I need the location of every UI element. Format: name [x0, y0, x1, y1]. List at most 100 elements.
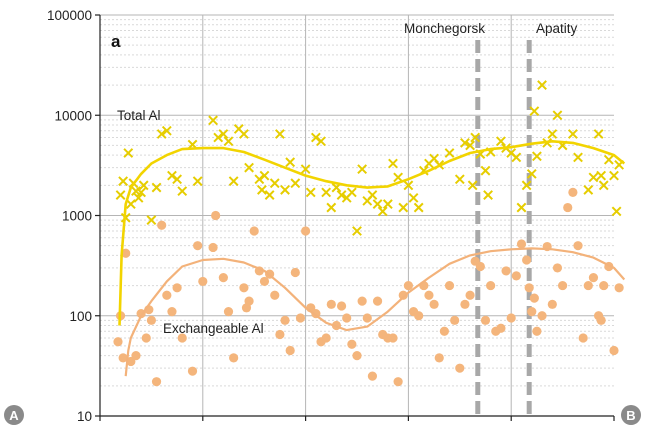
- total-al-point-stroke: [596, 170, 607, 181]
- total-al-point-stroke: [257, 185, 267, 195]
- total-al-point: [465, 140, 475, 151]
- exchangeable-al-point: [578, 333, 588, 343]
- y-tick-label: 10: [77, 409, 92, 424]
- exchangeable-al-point: [208, 242, 218, 253]
- exchangeable-al-point: [151, 377, 162, 387]
- exchangeable-al-point: [424, 290, 434, 300]
- total-al-point: [444, 148, 455, 158]
- total-al-point: [573, 152, 583, 163]
- exchangeable-al-point: [146, 315, 156, 325]
- total-al-point-stroke: [223, 136, 234, 147]
- total-al-point: [357, 164, 368, 175]
- exchangeable-al-point: [599, 280, 609, 291]
- exchangeable-al-point: [506, 313, 516, 323]
- total-al-point-stroke: [177, 186, 188, 197]
- exchangeable-al-point: [465, 290, 475, 300]
- exchangeable-al-point: [357, 296, 367, 306]
- total-al-point: [460, 137, 470, 148]
- total-al-point-stroke: [408, 192, 419, 203]
- total-al-point-stroke: [352, 226, 362, 236]
- total-al-point-stroke: [310, 132, 321, 143]
- total-al-point-stroke: [192, 176, 203, 187]
- panel-label: a: [111, 32, 121, 51]
- total-al-point-stroke: [254, 174, 265, 185]
- exchangeable-al-point: [455, 363, 465, 373]
- total-al-point-stroke: [516, 202, 527, 213]
- exchangeable-al-point: [275, 329, 285, 340]
- total-al-point-stroke: [611, 206, 622, 217]
- exchangeable-al-point: [336, 301, 347, 311]
- total-al-point-stroke: [547, 129, 558, 139]
- total-al-point: [388, 158, 398, 169]
- exchangeable-al-point: [280, 315, 290, 325]
- exchangeable-al-point: [198, 276, 208, 287]
- total-al-point-stroke: [125, 199, 136, 209]
- total-al-point: [208, 115, 218, 126]
- exchangeable-al-point: [439, 326, 449, 336]
- total-al-point-stroke: [609, 170, 619, 181]
- total-al-point: [346, 187, 357, 198]
- total-al-point-stroke: [133, 192, 144, 203]
- total-al-point: [213, 132, 224, 143]
- exchangeable-al-point: [352, 351, 362, 361]
- total-al-points: [115, 80, 625, 236]
- total-al-point: [496, 136, 506, 147]
- total-al-point-stroke: [136, 187, 147, 198]
- exchangeable-al-point: [527, 307, 537, 317]
- exchangeable-al-point: [596, 315, 606, 325]
- total-al-point-stroke: [483, 190, 493, 200]
- total-al-point-stroke: [233, 124, 244, 134]
- total-al-point: [537, 80, 547, 90]
- exchangeable-al-point: [113, 337, 123, 347]
- total-al-point: [393, 172, 404, 183]
- total-al-point: [336, 190, 347, 200]
- exchangeable-al-point: [121, 248, 131, 258]
- exchangeable-al-point: [516, 239, 527, 249]
- total-al-point: [151, 182, 162, 193]
- apatity-label: Apatity: [536, 21, 578, 36]
- total-al-point-stroke: [264, 190, 275, 200]
- total-al-point-stroke: [244, 162, 254, 173]
- total-al-point: [259, 170, 270, 181]
- total-al-point-stroke: [460, 137, 470, 148]
- total-al-point-stroke: [156, 129, 167, 139]
- total-al-point: [609, 170, 619, 181]
- total-al-point: [264, 190, 275, 200]
- total-al-point: [146, 215, 157, 225]
- total-al-point-stroke: [465, 140, 475, 151]
- total-al-point-stroke: [467, 180, 478, 191]
- exchangeable-al-point: [414, 311, 424, 321]
- monchegorsk-label: Monchegorsk: [404, 21, 485, 36]
- exchangeable-al-point: [157, 220, 167, 230]
- total-al-trend-line: [118, 140, 626, 326]
- total-al-point: [123, 148, 134, 158]
- exchangeable-al-point: [588, 273, 599, 283]
- total-al-point: [367, 190, 378, 200]
- total-al-point: [254, 174, 265, 185]
- total-al-point: [316, 136, 326, 147]
- total-al-point: [398, 202, 409, 213]
- total-al-point: [454, 174, 465, 185]
- exchangeable-al-point: [141, 333, 151, 343]
- exchangeable-al-point: [529, 293, 539, 303]
- total-al-point-stroke: [239, 129, 249, 139]
- total-al-point: [521, 180, 532, 191]
- total-al-point-stroke: [161, 125, 172, 136]
- exchangeable-al-point: [429, 299, 439, 309]
- exchangeable-al-point: [532, 326, 542, 336]
- exchangeable-al-point: [524, 283, 534, 293]
- total-al-point: [192, 176, 203, 187]
- total-al-point-stroke: [393, 172, 404, 183]
- total-al-point: [588, 172, 599, 183]
- total-al-point: [274, 129, 285, 139]
- total-al-point: [603, 154, 614, 165]
- exchangeable-al-point: [249, 226, 259, 236]
- exchangeable-al-point: [118, 353, 128, 363]
- exchangeable-al-point: [609, 345, 619, 356]
- total-al-point-stroke: [172, 174, 183, 185]
- total-al-point-stroke: [511, 152, 522, 163]
- total-al-point: [583, 185, 594, 195]
- total-al-point-stroke: [531, 151, 542, 162]
- exchangeable-al-point: [229, 353, 239, 363]
